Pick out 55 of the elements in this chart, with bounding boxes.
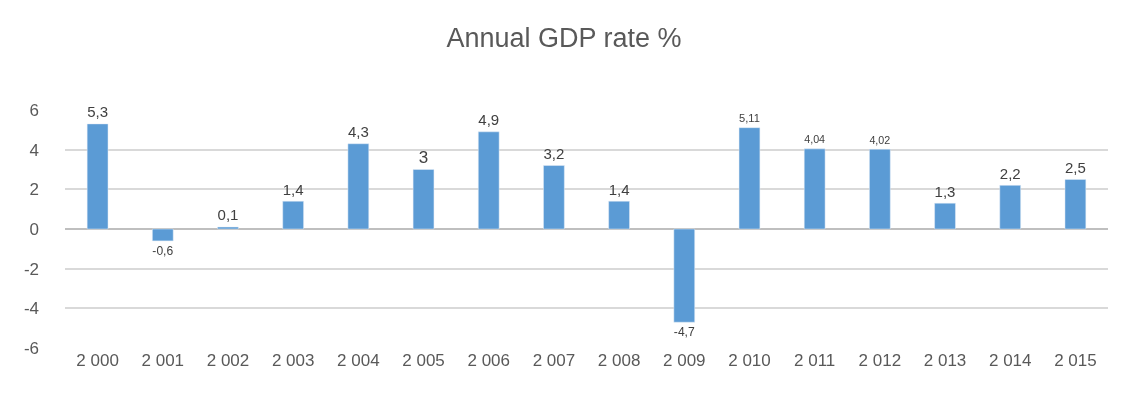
data-label: 3: [418, 147, 429, 167]
data-label: 1,3: [934, 182, 956, 200]
x-tick-label: 2 003: [271, 351, 315, 370]
y-tick-label: 6: [29, 100, 39, 120]
x-tick-label: 2 015: [1054, 351, 1097, 370]
bar: [738, 127, 761, 230]
bar: [869, 149, 891, 230]
data-label: 5,3: [87, 103, 109, 121]
y-tick-label: 2: [29, 180, 39, 200]
bar: [478, 131, 500, 230]
y-tick-label: 4: [29, 140, 39, 160]
data-label: 4,04: [804, 133, 826, 146]
data-label: 4,02: [869, 133, 891, 146]
x-tick-label: 2 002: [206, 351, 250, 370]
y-tick-label: -6: [23, 338, 39, 358]
bar: [1064, 179, 1087, 230]
bar: [673, 228, 695, 323]
y-tick-label: -2: [23, 259, 39, 279]
bar: [543, 165, 565, 230]
data-label: 2,5: [1064, 158, 1086, 176]
data-label: 3,2: [543, 145, 565, 162]
x-tick-label: 2 006: [467, 351, 510, 370]
bar: [152, 228, 174, 242]
y-tick-label: -4: [23, 299, 39, 319]
data-label: 4,3: [347, 123, 369, 141]
bar: [608, 200, 630, 230]
x-tick-label: 2 001: [141, 351, 185, 370]
chart-title: Annual GDP rate %: [446, 23, 682, 54]
data-label: 1,4: [282, 180, 304, 198]
data-label: 1,4: [608, 180, 630, 198]
x-tick-label: 2 004: [337, 351, 380, 370]
data-label: -4,7: [673, 324, 695, 339]
x-tick-label: 2 011: [794, 351, 836, 370]
data-label: 5,11: [739, 112, 760, 125]
bar: [86, 123, 109, 230]
x-tick-label: 2 009: [663, 351, 706, 370]
bar: [412, 169, 435, 230]
data-label: 4,9: [478, 111, 500, 129]
x-tick-label: 2 013: [923, 351, 967, 370]
data-label: -0,6: [152, 243, 174, 258]
x-tick-label: 2 005: [402, 351, 445, 370]
y-tick-label: 0: [29, 219, 39, 239]
bar: [347, 143, 370, 230]
data-label: 0,1: [217, 206, 239, 224]
bar: [999, 185, 1021, 230]
x-tick-label: 2 000: [76, 351, 119, 370]
bar: [803, 148, 826, 230]
bar: [934, 202, 956, 230]
x-tick-label: 2 010: [728, 351, 771, 370]
data-label: 2,2: [999, 164, 1021, 182]
x-tick-label: 2 007: [532, 351, 576, 370]
x-tick-label: 2 008: [597, 351, 641, 370]
x-tick-label: 2 014: [988, 351, 1032, 370]
bar: [282, 200, 304, 230]
x-tick-label: 2 012: [858, 351, 902, 370]
